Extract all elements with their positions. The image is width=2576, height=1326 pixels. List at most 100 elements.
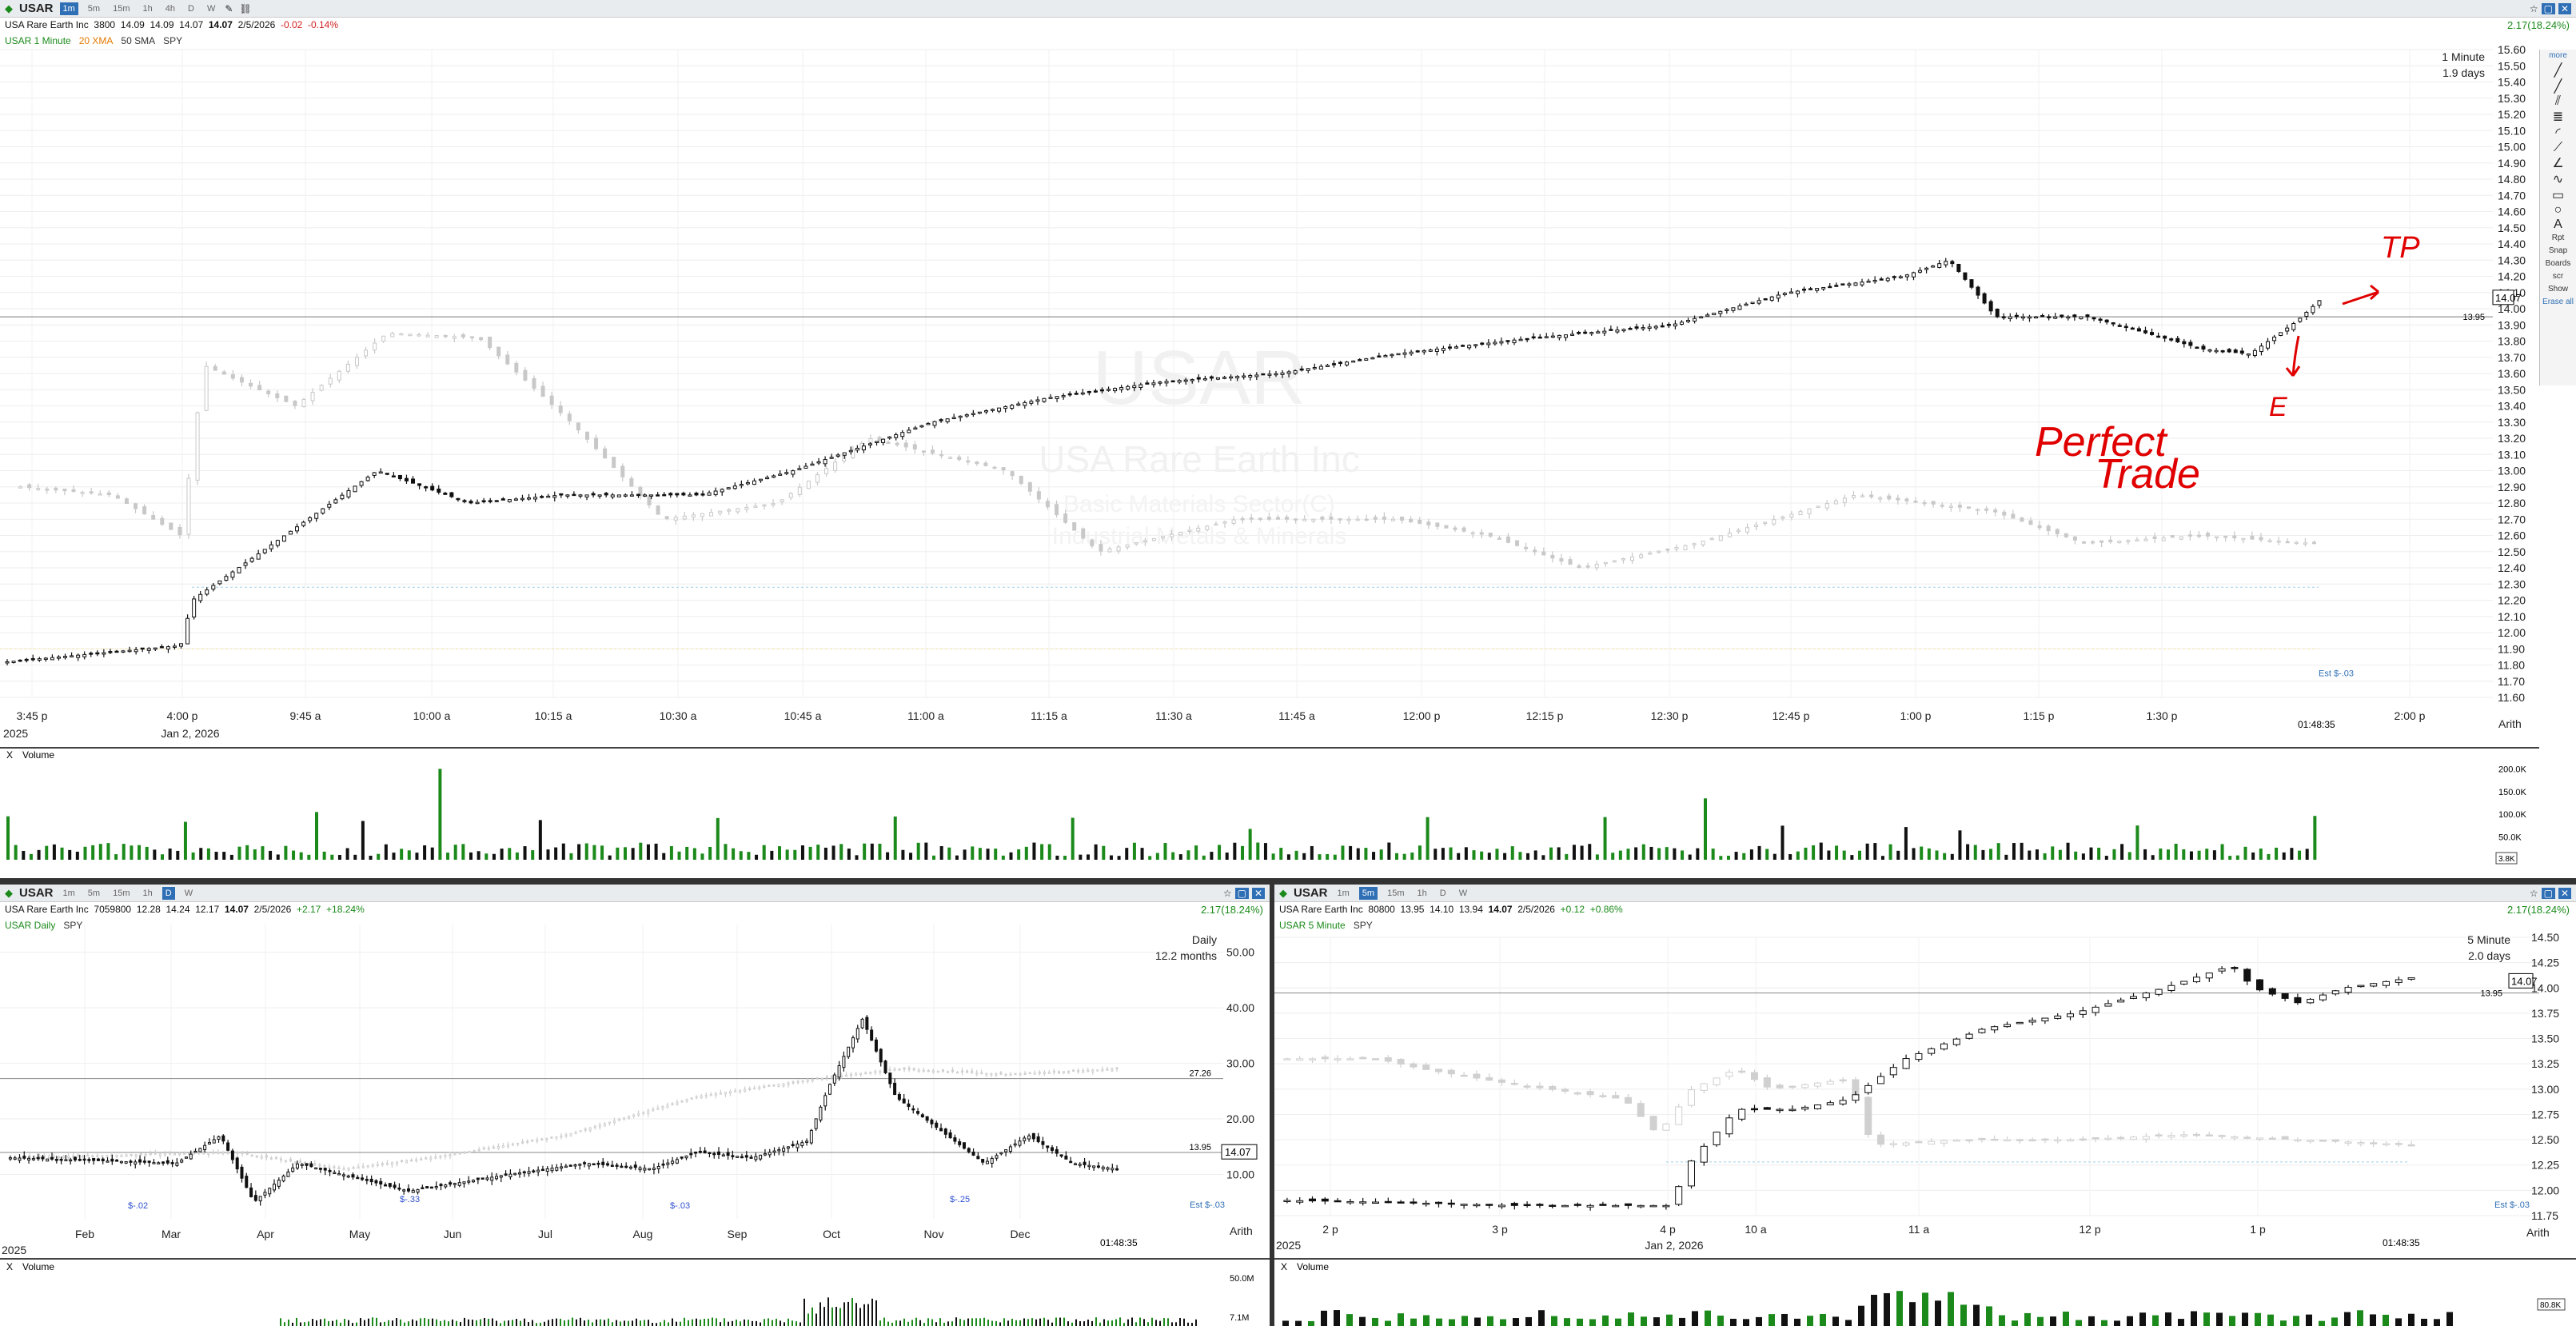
price-candle bbox=[1145, 382, 1150, 385]
price-candle bbox=[1069, 1160, 1073, 1164]
toolbar-rect-icon[interactable]: ▭ bbox=[2551, 189, 2565, 202]
timeframe-w[interactable]: W bbox=[206, 3, 216, 14]
price-candle bbox=[2092, 1006, 2099, 1013]
star-icon[interactable]: ☆ bbox=[2529, 888, 2538, 899]
timeframe-d[interactable]: D bbox=[1439, 888, 1446, 898]
toolbar-line-icon[interactable]: ╱ bbox=[2554, 64, 2562, 78]
study-main[interactable]: USAR Daily bbox=[5, 920, 56, 931]
toolbar-scr[interactable]: scr bbox=[2552, 272, 2564, 281]
toolbar-circle-icon[interactable]: ○ bbox=[2554, 203, 2562, 217]
volume-bar bbox=[2421, 1318, 2427, 1326]
price-candle bbox=[2092, 317, 2096, 320]
timeframe-1m[interactable]: 1m bbox=[62, 888, 75, 898]
price-candle bbox=[1634, 326, 1639, 329]
spy-candle bbox=[399, 333, 404, 336]
vertical-divider[interactable] bbox=[1270, 885, 1274, 1326]
fivemin-price-chart[interactable]: 14.5014.2514.0013.7513.5013.2513.0012.75… bbox=[1274, 885, 2576, 1326]
link-icon[interactable]: ⛓ bbox=[239, 2, 252, 14]
toolbar-snap[interactable]: Snap bbox=[2548, 246, 2568, 255]
timeframe-1h[interactable]: 1h bbox=[1417, 888, 1427, 898]
volume-bar bbox=[1804, 847, 1808, 860]
price-candle bbox=[1441, 348, 1446, 351]
timeframe-15m[interactable]: 15m bbox=[1387, 888, 1405, 898]
toolbar-more[interactable]: more bbox=[2549, 51, 2567, 60]
toolbar-trend-icon[interactable]: ⟋ bbox=[2553, 141, 2563, 154]
volume-label: Volume bbox=[1297, 1261, 1329, 1272]
price-candle bbox=[517, 1172, 521, 1175]
study-main[interactable]: USAR 1 Minute bbox=[5, 35, 71, 46]
spy-candle bbox=[820, 1077, 823, 1080]
timeframe-1h[interactable]: 1h bbox=[142, 3, 153, 14]
toolbar-erase-all[interactable]: Erase all bbox=[2542, 298, 2574, 306]
toolbar-show[interactable]: Show bbox=[2547, 285, 2568, 294]
timeframe-5m[interactable]: 5m bbox=[87, 888, 101, 898]
toolbar-wave-icon[interactable]: ∿ bbox=[2552, 173, 2564, 186]
draw-tool-icon[interactable]: ✎ bbox=[225, 2, 233, 14]
timeframe-4h[interactable]: 4h bbox=[165, 3, 175, 14]
study-spy[interactable]: SPY bbox=[1353, 920, 1373, 931]
timeframe-w[interactable]: W bbox=[1458, 888, 1468, 898]
toolbar-boards[interactable]: Boards bbox=[2545, 259, 2571, 268]
price-candle bbox=[791, 1144, 795, 1147]
toolbar-fib-icon[interactable]: ≣ bbox=[2552, 110, 2564, 124]
study-spy[interactable]: SPY bbox=[63, 920, 83, 931]
symbol-label[interactable]: USAR bbox=[19, 886, 54, 900]
study-sma[interactable]: 50 SMA bbox=[121, 35, 156, 46]
spy-candle bbox=[284, 395, 289, 402]
pane-divider[interactable] bbox=[0, 878, 2576, 885]
timeframe-d[interactable]: D bbox=[187, 3, 194, 14]
maximize-icon[interactable]: ▢ bbox=[2541, 888, 2555, 899]
toolbar-channel-icon[interactable]: ⫽ bbox=[2554, 94, 2562, 108]
timeframe-15m[interactable]: 15m bbox=[113, 3, 130, 14]
timeframe-1m[interactable]: 1m bbox=[59, 2, 78, 15]
star-icon[interactable]: ☆ bbox=[1222, 888, 1232, 899]
price-candle bbox=[2331, 990, 2339, 995]
price-candle bbox=[421, 1187, 425, 1189]
volume-bar bbox=[1063, 1317, 1065, 1326]
maximize-icon[interactable]: ▢ bbox=[2541, 3, 2555, 14]
symbol-label[interactable]: USAR bbox=[19, 2, 54, 15]
symbol-label[interactable]: USAR bbox=[1294, 886, 1328, 900]
timeframe-5m[interactable]: 5m bbox=[1358, 886, 1378, 900]
toolbar-angle-icon[interactable]: ∠ bbox=[2552, 157, 2564, 170]
spy-candle bbox=[647, 1110, 650, 1115]
price-candle bbox=[1965, 1033, 1973, 1039]
timeframe-1h[interactable]: 1h bbox=[142, 888, 153, 898]
volume-bar bbox=[1032, 842, 1036, 860]
volume-bar bbox=[1480, 851, 1484, 860]
toolbar-text-icon[interactable]: A bbox=[2554, 218, 2562, 231]
volume-bar bbox=[1888, 844, 1892, 860]
toolbar-rpt[interactable]: Rpt bbox=[2551, 234, 2565, 242]
price-candle bbox=[453, 1183, 457, 1185]
maximize-icon[interactable]: ▢ bbox=[1234, 888, 1249, 899]
volume-bar bbox=[664, 1320, 665, 1326]
date-label: Jan 2, 2026 bbox=[1645, 1239, 1703, 1252]
timeframe-d[interactable]: D bbox=[161, 886, 175, 900]
timeframe-w[interactable]: W bbox=[184, 888, 193, 898]
top-price-chart[interactable]: 15.6015.5015.4015.3015.2015.1015.0014.90… bbox=[0, 0, 2539, 878]
price-candle bbox=[359, 481, 364, 486]
price-candle bbox=[1673, 323, 1677, 327]
study-spy[interactable]: SPY bbox=[163, 35, 183, 46]
close-icon[interactable]: ✕ bbox=[1251, 888, 1265, 899]
close-icon[interactable]: ✕ bbox=[2558, 888, 2571, 899]
spy-candle bbox=[1101, 1068, 1104, 1072]
timeframe-15m[interactable]: 15m bbox=[113, 888, 130, 898]
price-candle bbox=[545, 1168, 549, 1172]
timeframe-1m[interactable]: 1m bbox=[1337, 888, 1350, 898]
price-tick-label: 14.30 bbox=[2498, 254, 2526, 266]
star-icon[interactable]: ☆ bbox=[2529, 3, 2538, 14]
top-chart-pane: ◆ USAR 1m 5m 15m 1h 4h D W ✎ ⛓ ☆ ▢ ✕ USA… bbox=[0, 0, 2576, 878]
price-candle bbox=[694, 1151, 698, 1154]
close-icon[interactable]: ✕ bbox=[2558, 3, 2571, 14]
toolbar-arc-icon[interactable]: ◜ bbox=[2555, 126, 2561, 140]
toolbar-ray-icon[interactable]: ╱ bbox=[2554, 80, 2562, 94]
study-xma[interactable]: 20 XMA bbox=[78, 35, 114, 46]
study-main[interactable]: USAR 5 Minute bbox=[1279, 920, 1346, 931]
timeframe-5m[interactable]: 5m bbox=[87, 3, 101, 14]
spy-candle bbox=[1116, 546, 1121, 552]
price-candle bbox=[881, 438, 886, 443]
price-candle bbox=[2169, 338, 2174, 341]
volume-bar bbox=[1472, 850, 1476, 860]
